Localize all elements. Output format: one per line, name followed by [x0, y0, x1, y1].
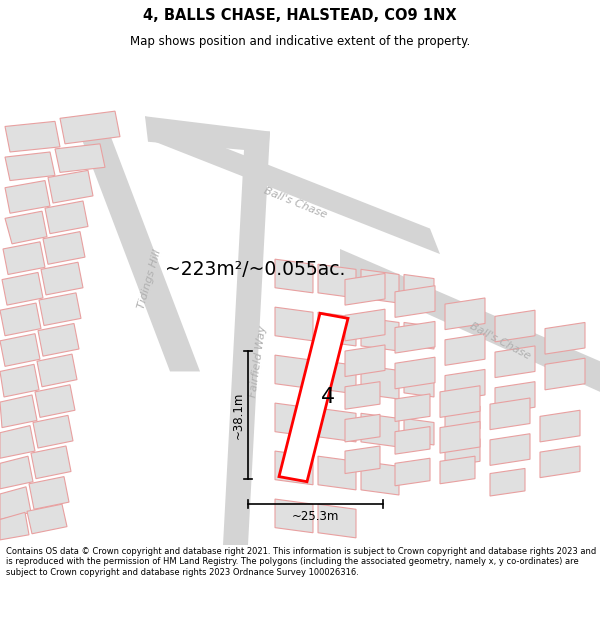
Polygon shape — [39, 293, 81, 326]
Polygon shape — [0, 395, 37, 428]
Polygon shape — [275, 451, 313, 485]
Polygon shape — [545, 322, 585, 354]
Polygon shape — [345, 414, 380, 442]
Polygon shape — [440, 456, 475, 484]
Polygon shape — [495, 310, 535, 342]
Polygon shape — [318, 360, 356, 394]
Polygon shape — [445, 439, 480, 466]
Polygon shape — [490, 469, 525, 496]
Polygon shape — [361, 413, 399, 447]
Polygon shape — [495, 382, 535, 413]
Text: 4, BALLS CHASE, HALSTEAD, CO9 1NX: 4, BALLS CHASE, HALSTEAD, CO9 1NX — [143, 8, 457, 23]
Polygon shape — [490, 398, 530, 429]
Polygon shape — [33, 416, 73, 448]
Polygon shape — [35, 385, 75, 418]
Polygon shape — [445, 334, 485, 366]
Polygon shape — [38, 324, 79, 356]
Polygon shape — [145, 116, 270, 152]
Polygon shape — [361, 269, 399, 303]
Polygon shape — [445, 406, 480, 434]
Polygon shape — [275, 403, 313, 437]
Polygon shape — [5, 152, 55, 181]
Polygon shape — [395, 458, 430, 486]
Text: Ball's Chase: Ball's Chase — [468, 321, 532, 361]
Polygon shape — [275, 307, 313, 341]
Polygon shape — [48, 171, 93, 203]
Polygon shape — [5, 181, 50, 213]
Polygon shape — [345, 382, 380, 409]
Polygon shape — [395, 427, 430, 454]
Polygon shape — [37, 354, 77, 387]
Polygon shape — [318, 408, 356, 442]
Text: 4: 4 — [322, 388, 335, 408]
Polygon shape — [545, 358, 585, 390]
Polygon shape — [395, 394, 430, 421]
Polygon shape — [0, 364, 39, 397]
Polygon shape — [2, 272, 43, 305]
Polygon shape — [395, 286, 435, 318]
Polygon shape — [345, 309, 385, 341]
Polygon shape — [361, 461, 399, 495]
Polygon shape — [445, 298, 485, 329]
Text: Map shows position and indicative extent of the property.: Map shows position and indicative extent… — [130, 35, 470, 48]
Polygon shape — [404, 322, 434, 349]
Text: Fairfield Way: Fairfield Way — [248, 324, 268, 398]
Text: ~38.1m: ~38.1m — [232, 391, 245, 439]
Polygon shape — [41, 262, 83, 295]
Text: Ball's Chase: Ball's Chase — [262, 186, 328, 220]
Polygon shape — [318, 456, 356, 490]
Polygon shape — [275, 499, 313, 532]
Polygon shape — [5, 211, 47, 244]
Polygon shape — [395, 357, 435, 389]
Polygon shape — [318, 504, 356, 538]
Polygon shape — [223, 132, 270, 545]
Polygon shape — [361, 366, 399, 399]
Polygon shape — [445, 369, 485, 401]
Polygon shape — [75, 121, 200, 371]
Polygon shape — [540, 410, 580, 442]
Polygon shape — [440, 386, 480, 418]
Text: ~25.3m: ~25.3m — [292, 510, 339, 523]
Polygon shape — [345, 345, 385, 376]
Polygon shape — [540, 446, 580, 478]
Polygon shape — [275, 259, 313, 293]
Polygon shape — [145, 116, 440, 254]
Polygon shape — [3, 242, 45, 274]
Polygon shape — [55, 144, 105, 172]
Text: ~223m²/~0.055ac.: ~223m²/~0.055ac. — [165, 260, 346, 279]
Polygon shape — [395, 321, 435, 353]
Polygon shape — [345, 446, 380, 474]
Polygon shape — [60, 111, 120, 144]
Polygon shape — [318, 312, 356, 346]
Polygon shape — [279, 313, 348, 482]
Polygon shape — [275, 355, 313, 389]
Polygon shape — [5, 121, 60, 152]
Polygon shape — [318, 264, 356, 298]
Polygon shape — [404, 371, 434, 397]
Text: Tidings Hill: Tidings Hill — [137, 249, 163, 311]
Text: Contains OS data © Crown copyright and database right 2021. This information is : Contains OS data © Crown copyright and d… — [6, 547, 596, 577]
Polygon shape — [361, 318, 399, 351]
Polygon shape — [0, 512, 29, 540]
Polygon shape — [0, 303, 41, 336]
Polygon shape — [490, 434, 530, 466]
Polygon shape — [45, 201, 88, 234]
Polygon shape — [43, 232, 85, 264]
Polygon shape — [0, 426, 35, 458]
Polygon shape — [404, 274, 434, 301]
Polygon shape — [340, 249, 600, 392]
Polygon shape — [0, 456, 33, 489]
Polygon shape — [404, 418, 434, 445]
Polygon shape — [0, 334, 40, 366]
Polygon shape — [495, 346, 535, 378]
Polygon shape — [0, 487, 31, 519]
Polygon shape — [27, 504, 67, 534]
Polygon shape — [31, 446, 71, 479]
Polygon shape — [345, 274, 385, 305]
Polygon shape — [440, 421, 480, 453]
Polygon shape — [29, 477, 69, 509]
